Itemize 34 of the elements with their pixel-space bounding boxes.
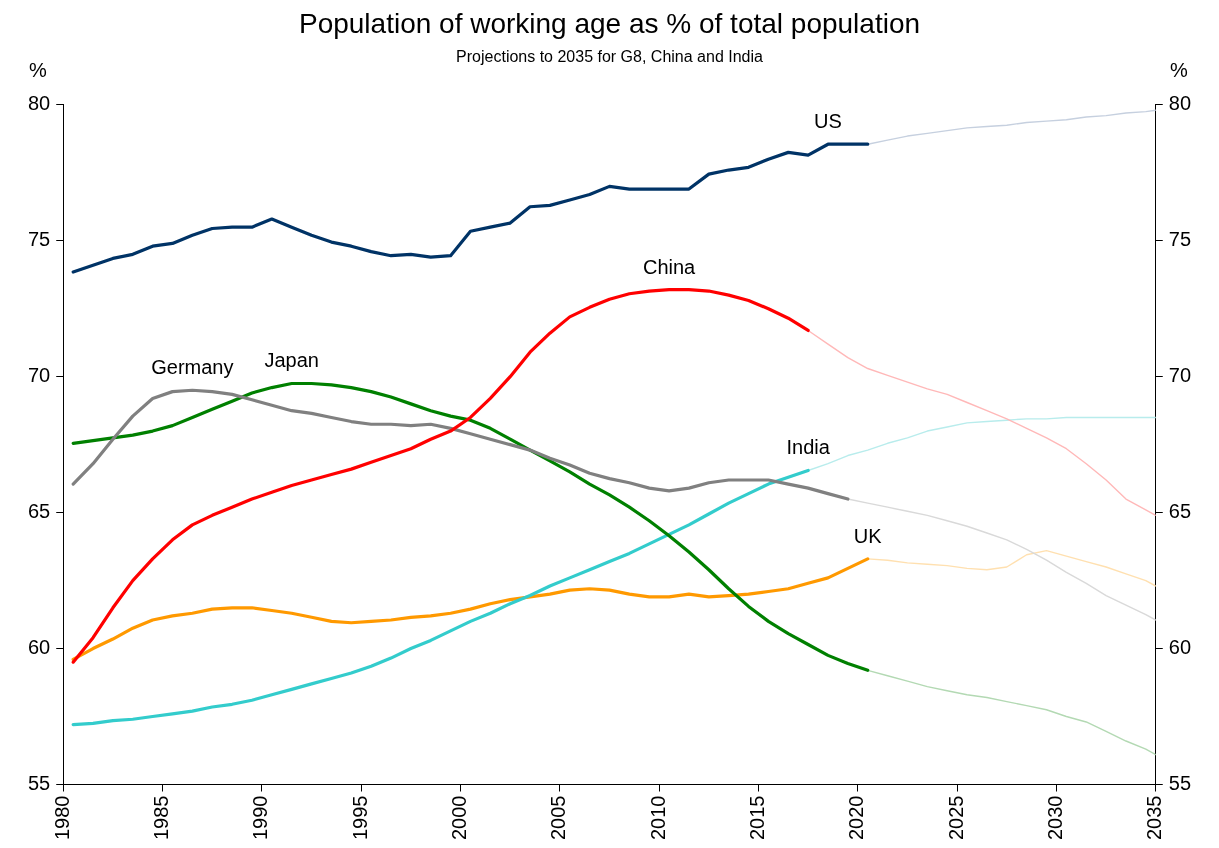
series-label: US xyxy=(814,110,842,133)
y-tick-label: 60 xyxy=(28,636,51,659)
chart-title: Population of working age as % of total population xyxy=(298,7,921,39)
x-tick-label: 1995 xyxy=(348,795,371,841)
x-tick-label: 1985 xyxy=(150,795,173,841)
series-label: Japan xyxy=(264,349,319,372)
x-tick-label: 2010 xyxy=(646,795,669,841)
y2-tick-label: 55 xyxy=(1168,772,1191,795)
y2-tick-label: 80 xyxy=(1168,92,1191,115)
series-label: China xyxy=(642,255,697,278)
y2-tick-label: 60 xyxy=(1168,636,1191,659)
x-tick-label: 2005 xyxy=(547,795,570,841)
x-tick-label: 2030 xyxy=(1043,795,1066,841)
series-label: India xyxy=(786,436,831,459)
y-tick-label: 75 xyxy=(28,228,51,251)
y2-tick-label: 75 xyxy=(1168,228,1191,251)
x-tick-label: 2000 xyxy=(448,795,471,841)
x-tick-label: 2035 xyxy=(1143,795,1166,841)
series-label: UK xyxy=(853,524,883,547)
y-axis-title: % xyxy=(29,58,48,81)
y-tick-label: 80 xyxy=(28,92,51,115)
x-tick-label: 2025 xyxy=(944,795,967,841)
chart-subtitle: Projections to 2035 for G8, China and India xyxy=(456,47,764,65)
x-tick-label: 2015 xyxy=(745,795,768,841)
y-tick-label: 70 xyxy=(28,364,51,387)
x-tick-label: 1980 xyxy=(50,795,73,841)
series-label: Germany xyxy=(151,356,234,379)
y2-axis-title: % xyxy=(1170,58,1189,81)
x-tick-label: 1990 xyxy=(249,795,272,841)
y2-tick-label: 65 xyxy=(1168,500,1191,523)
x-tick-label: 2020 xyxy=(845,795,868,841)
y-tick-label: 65 xyxy=(28,500,51,523)
y-tick-label: 55 xyxy=(28,772,51,795)
y2-tick-label: 70 xyxy=(1168,364,1191,387)
